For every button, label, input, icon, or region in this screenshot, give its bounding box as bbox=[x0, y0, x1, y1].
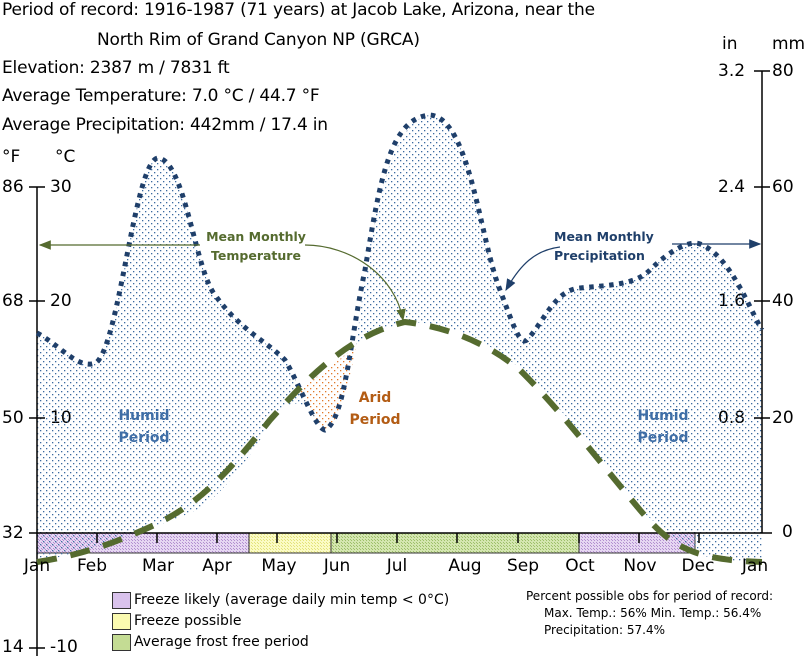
tick-f-14: 14 bbox=[2, 637, 24, 657]
freeze-likely-label: Freeze likely (average daily min temp < … bbox=[134, 592, 450, 608]
tick-f-86: 86 bbox=[2, 177, 24, 197]
tick-c-minus10: -10 bbox=[50, 637, 78, 657]
legend-item-freeze-likely: Freeze likely (average daily min temp < … bbox=[112, 590, 449, 611]
month-feb: Feb bbox=[76, 556, 108, 576]
legend: Freeze likely (average daily min temp < … bbox=[112, 590, 449, 653]
freeze-possible-label: Freeze possible bbox=[134, 613, 242, 629]
avg-temp-text: Average Temperature: 7.0 °C / 44.7 °F bbox=[2, 86, 320, 106]
chart-title-line2: North Rim of Grand Canyon NP (GRCA) bbox=[97, 30, 420, 50]
tick-in-3.2: 3.2 bbox=[718, 61, 746, 81]
humid-area-left bbox=[37, 158, 325, 562]
temperature-line bbox=[36, 318, 763, 565]
obs-completeness: Percent possible obs for period of recor… bbox=[526, 588, 773, 639]
month-dec: Dec bbox=[681, 556, 715, 576]
freeze-possible-swatch bbox=[112, 613, 131, 630]
temp-arrow-curve bbox=[304, 244, 406, 322]
legend-item-frost-free: Average frost free period bbox=[112, 632, 449, 653]
tick-mm-0: 0 bbox=[782, 522, 793, 542]
arid-period-label: Arid Period bbox=[340, 387, 410, 431]
month-sep: Sep bbox=[506, 556, 540, 576]
month-mar: Mar bbox=[141, 556, 175, 576]
month-oct: Oct bbox=[565, 556, 595, 576]
month-aug: Aug bbox=[448, 556, 482, 576]
tick-f-50: 50 bbox=[2, 408, 24, 428]
inches-unit: in bbox=[722, 34, 738, 54]
obs-title: Percent possible obs for period of recor… bbox=[526, 589, 774, 603]
zero-baseline bbox=[29, 532, 772, 543]
frost-free-label: Average frost free period bbox=[134, 634, 309, 650]
fahrenheit-unit: °F bbox=[2, 147, 21, 167]
humid-left-line2: Period bbox=[118, 430, 170, 446]
humid-left-line1: Humid bbox=[118, 408, 170, 424]
tick-f-32: 32 bbox=[2, 523, 24, 543]
arid-area bbox=[298, 345, 356, 430]
left-axis bbox=[29, 186, 45, 656]
mm-unit: mm bbox=[772, 34, 806, 54]
celsius-unit: °C bbox=[55, 147, 76, 167]
elevation-text: Elevation: 2387 m / 7831 ft bbox=[2, 58, 230, 78]
right-axis bbox=[754, 70, 770, 533]
month-jun: Jun bbox=[323, 556, 351, 576]
month-jan-end: Jan bbox=[741, 556, 769, 576]
temp-annotation-line1: Mean Monthly bbox=[206, 229, 306, 244]
legend-item-freeze-possible: Freeze possible bbox=[112, 611, 449, 632]
month-nov: Nov bbox=[623, 556, 657, 576]
humid-right-line2: Period bbox=[637, 430, 689, 446]
tick-mm-20: 20 bbox=[772, 408, 794, 428]
temp-annotation: Mean Monthly Temperature bbox=[197, 227, 315, 265]
precip-annotation: Mean Monthly Precipitation bbox=[554, 227, 654, 265]
avg-precip-text: Average Precipitation: 442mm / 17.4 in bbox=[2, 115, 328, 135]
humid-period-left-label: Humid Period bbox=[110, 405, 178, 449]
month-jan: Jan bbox=[23, 556, 51, 576]
chart-title-line1: Period of record: 1916-1987 (71 years) a… bbox=[2, 0, 595, 20]
tick-mm-40: 40 bbox=[772, 291, 794, 311]
temp-annotation-line2: Temperature bbox=[211, 248, 301, 263]
obs-precip: Precipitation: 57.4% bbox=[544, 623, 665, 637]
arid-line2: Period bbox=[349, 412, 401, 428]
arid-line1: Arid bbox=[358, 390, 392, 406]
humid-period-right-label: Humid Period bbox=[629, 405, 697, 449]
month-jul: Jul bbox=[386, 556, 408, 576]
precip-arrow-curve bbox=[505, 246, 561, 292]
obs-temps: Max. Temp.: 56% Min. Temp.: 56.4% bbox=[544, 606, 762, 620]
tick-f-68: 68 bbox=[2, 291, 24, 311]
month-may: May bbox=[261, 556, 297, 576]
tick-in-2.4: 2.4 bbox=[718, 177, 746, 197]
tick-c-30: 30 bbox=[50, 177, 72, 197]
precip-annotation-line1: Mean Monthly bbox=[554, 229, 654, 244]
frost-free-swatch bbox=[112, 634, 131, 651]
tick-mm-60: 60 bbox=[772, 177, 794, 197]
tick-mm-80: 80 bbox=[772, 61, 794, 81]
humid-right-line1: Humid bbox=[637, 408, 689, 424]
humid-area-mid bbox=[356, 115, 762, 563]
month-apr: Apr bbox=[202, 556, 232, 576]
tick-c-20: 20 bbox=[50, 291, 72, 311]
freeze-likely-swatch bbox=[112, 592, 131, 609]
precip-annotation-line2: Precipitation bbox=[554, 248, 645, 263]
